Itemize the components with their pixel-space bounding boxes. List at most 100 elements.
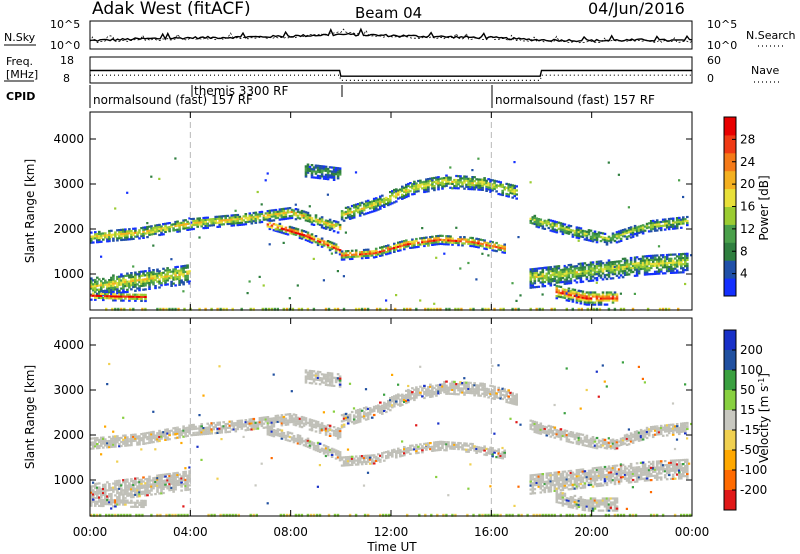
scatter-cell [122, 501, 125, 504]
near-range-cell [379, 307, 382, 311]
scatter-cell [200, 427, 203, 430]
scatter-cell [443, 185, 446, 188]
scatter-cell [385, 247, 388, 250]
scatter-cell [128, 299, 131, 302]
scatter-cell [645, 255, 649, 258]
scatter-cell [230, 224, 234, 227]
scatter-cell [320, 224, 324, 227]
scatter-cell [314, 216, 318, 219]
scatter-cell [587, 233, 591, 236]
speckle-cell [449, 166, 452, 169]
scatter-cell [682, 257, 685, 260]
scatter-cell [545, 272, 549, 275]
scatter-cell [134, 281, 137, 284]
scatter-cell [146, 227, 149, 231]
scatter-cell [651, 254, 655, 257]
scatter-cell [607, 259, 611, 262]
scatter-cell [399, 190, 402, 193]
near-range-cell [132, 307, 135, 311]
scatter-cell [314, 449, 318, 452]
scatter-cell [479, 184, 482, 187]
scatter-cell [132, 496, 135, 499]
scatter-cell [266, 427, 270, 430]
scatter-cell [304, 171, 308, 174]
scatter-cell [300, 231, 304, 234]
scatter-cell [290, 416, 294, 419]
near-range-cell [511, 307, 514, 311]
scatter-cell [385, 457, 388, 460]
scatter-cell [138, 293, 141, 296]
scatter-cell [471, 182, 474, 185]
scatter-cell [680, 263, 683, 266]
scatter-cell [296, 420, 300, 423]
speckle-cell [513, 161, 516, 164]
scatter-cell [178, 434, 181, 437]
scatter-cell [651, 227, 655, 231]
scatter-cell [310, 170, 314, 173]
scatter-cell [346, 458, 350, 461]
scatter-cell [499, 246, 502, 249]
scatter-cell [106, 240, 109, 243]
scatter-cell [587, 301, 591, 304]
scatter-cell [457, 385, 460, 388]
scatter-cell [148, 439, 151, 442]
scatter-cell [184, 274, 187, 277]
scatter-cell [643, 261, 647, 264]
scatter-cell [491, 249, 494, 252]
scatter-cell [294, 416, 298, 419]
scatter-cell [272, 435, 276, 438]
scatter-cell [310, 174, 314, 177]
scatter-cell [192, 219, 195, 222]
scatter-cell [156, 484, 159, 487]
scatter-cell [170, 274, 173, 277]
scatter-cell [561, 292, 565, 295]
scatter-cell [250, 222, 254, 225]
scatter-cell [320, 243, 324, 246]
scatter-cell [142, 274, 145, 277]
scatter-cell [565, 226, 569, 229]
scatter-cell [579, 276, 583, 279]
scatter-cell [310, 168, 314, 171]
scatter-cell [575, 299, 579, 302]
scatter-cell [104, 440, 107, 443]
scatter-cell [360, 207, 364, 210]
scatter-cell [453, 386, 456, 390]
scatter-cell [567, 232, 571, 235]
scatter-cell [659, 226, 663, 230]
scatter-cell [202, 216, 205, 220]
scatter-cell [304, 169, 308, 172]
scatter-cell [152, 481, 155, 484]
near-range-cell [240, 307, 243, 311]
scatter-cell [192, 227, 195, 231]
scatter-cell [302, 416, 306, 419]
scatter-cell [116, 501, 119, 504]
scatter-cell [385, 404, 388, 408]
scatter-cell [314, 170, 318, 173]
scatter-cell [126, 274, 129, 277]
scatter-cell [142, 295, 145, 298]
scatter-cell [465, 238, 468, 241]
scatter-cell [210, 430, 213, 433]
scatter-cell [555, 297, 559, 300]
scatter-cell [182, 429, 185, 432]
scatter-cell [541, 277, 545, 280]
scatter-cell [686, 256, 689, 259]
scatter-cell [553, 269, 557, 272]
scatter-cell [387, 406, 390, 409]
scatter-cell [393, 195, 396, 198]
scatter-cell [360, 201, 364, 204]
scatter-cell [336, 177, 340, 180]
scatter-cell [429, 383, 432, 386]
scatter-cell [286, 435, 290, 438]
scatter-cell [647, 226, 651, 229]
scatter-cell [589, 271, 593, 274]
scatter-cell [334, 245, 338, 248]
scatter-cell [619, 260, 623, 263]
scatter-cell [302, 418, 306, 421]
scatter-cell [370, 408, 374, 411]
scatter-cell [128, 280, 131, 283]
scatter-cell [491, 183, 494, 186]
speckle-cell [613, 265, 616, 268]
scatter-cell [248, 218, 252, 221]
scatter-cell [190, 428, 193, 431]
